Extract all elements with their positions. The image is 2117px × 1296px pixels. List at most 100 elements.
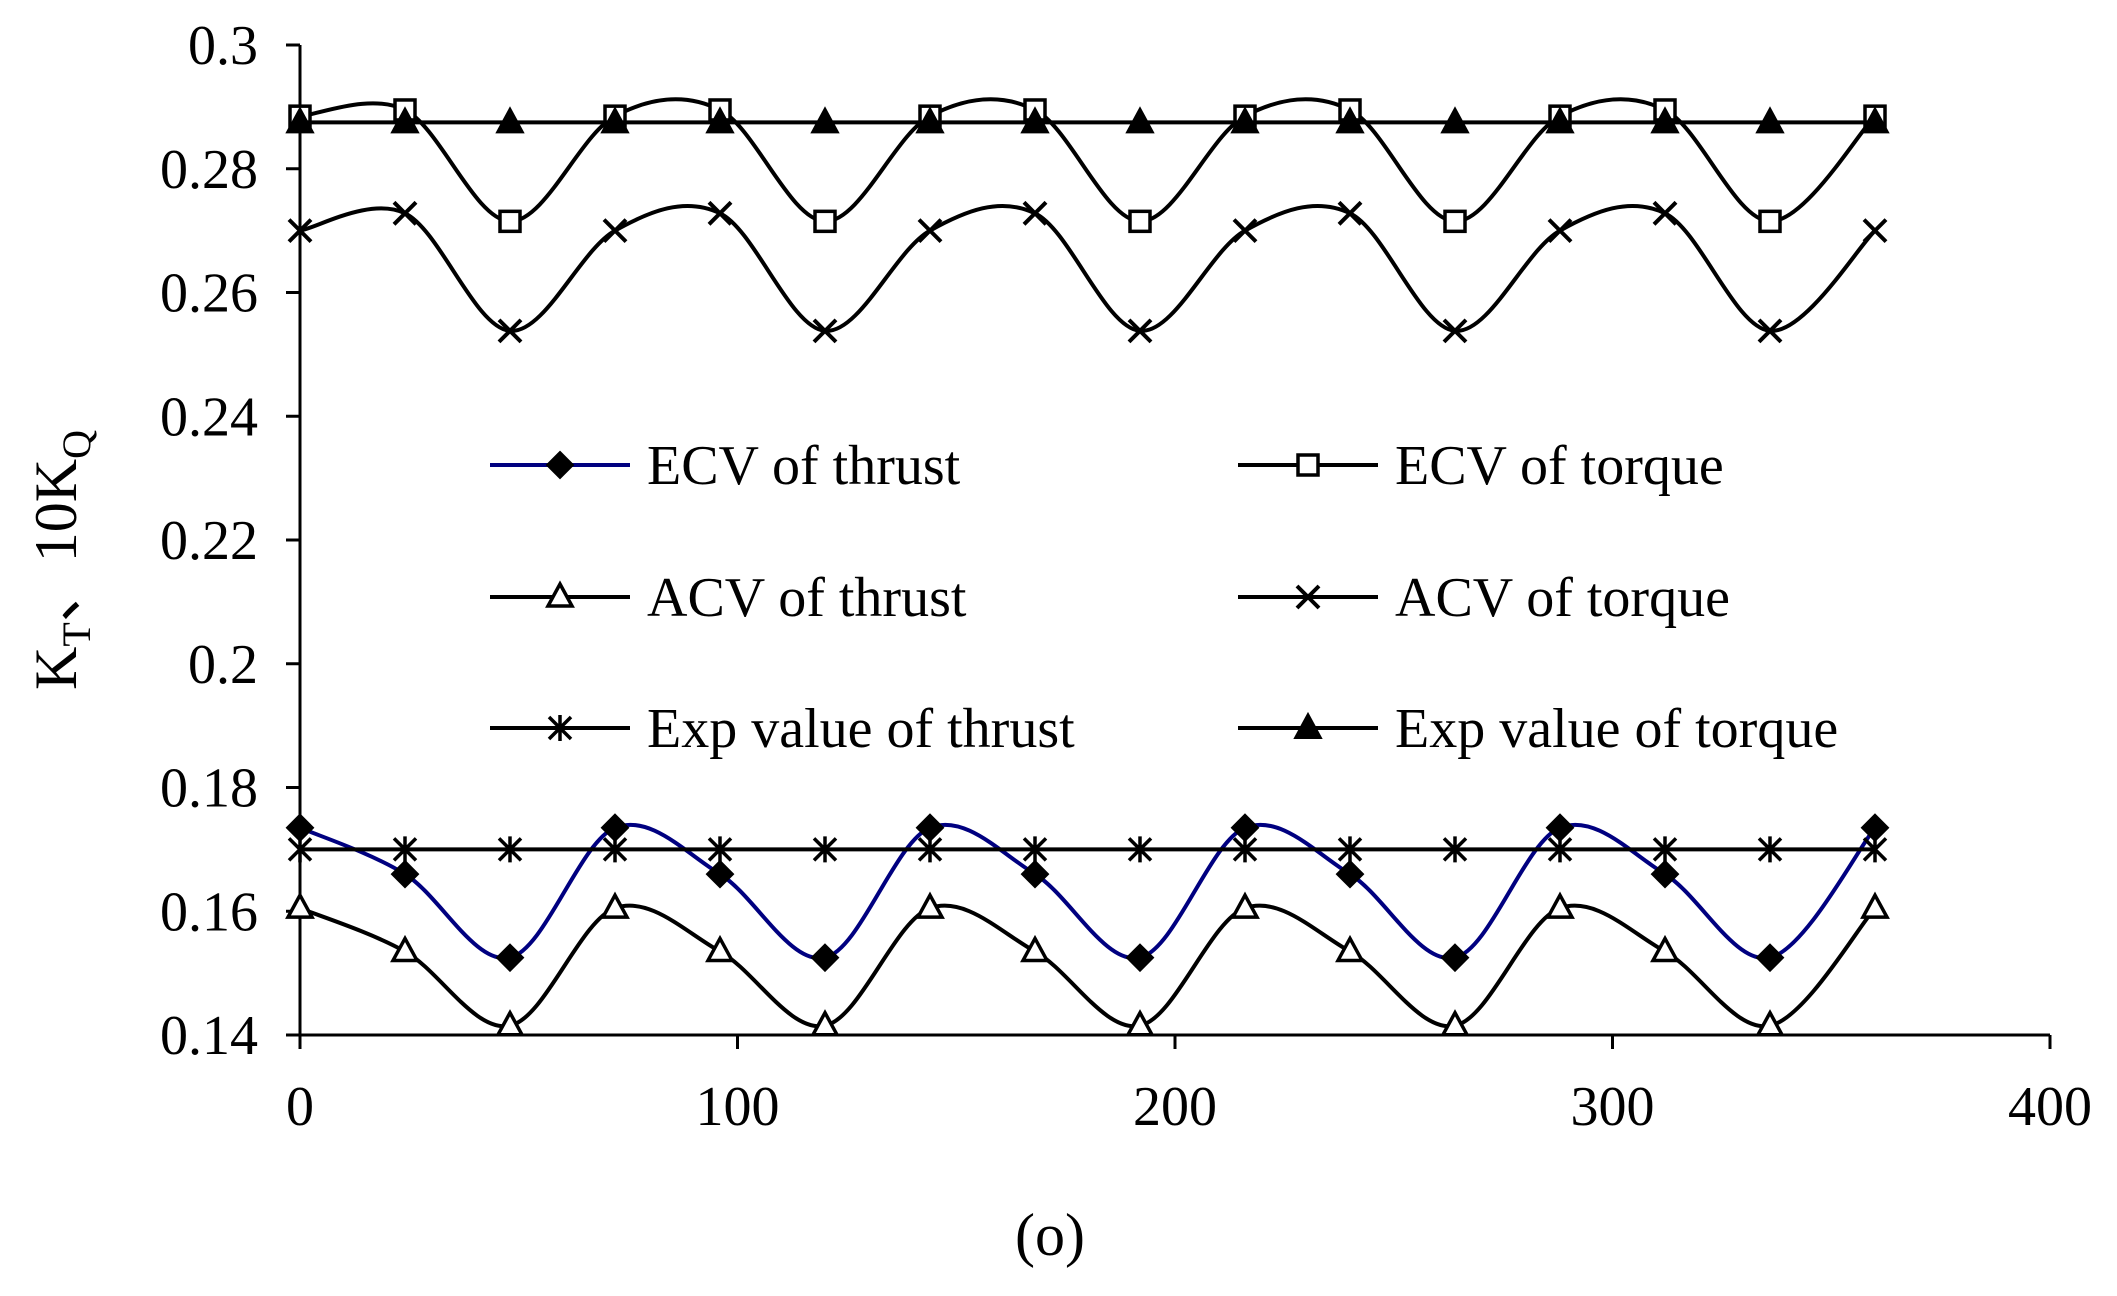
data-point-acv-of-thrust [1335,934,1365,963]
x-ticks: 0 100 200 300 400 [286,1035,2092,1138]
data-point-ecv-of-thrust [1335,859,1365,889]
legend-item-acv-of-thrust: ACV of thrust [490,567,967,629]
data-point-ecv-of-torque [1128,209,1152,234]
data-point-exp-value-of-torque [1860,106,1890,134]
data-point-acv-of-torque [602,218,628,244]
data-point-acv-of-torque [1862,218,1888,244]
series-exp-value-of-torque [285,106,1890,134]
legend-item-acv-of-torque: ACV of torque [1238,567,1730,629]
data-point-acv-of-torque [287,218,313,244]
data-point-ecv-of-torque [1443,209,1467,234]
data-point-exp-value-of-thrust [497,836,523,863]
data-point-exp-value-of-torque [1650,106,1680,134]
data-point-exp-value-of-thrust [1232,836,1258,863]
legend-swatch-marker [545,450,575,480]
y-tick-label: 0.24 [160,386,258,448]
y-axis-title-sep: 、10K [23,459,89,622]
series-acv-of-thrust [285,891,1890,1037]
y-tick-label: 0.14 [160,1005,258,1067]
x-tick-label: 0 [286,1076,314,1138]
y-tick-label: 0.3 [188,15,258,77]
data-point-ecv-of-torque [1758,209,1782,234]
data-point-exp-value-of-torque [390,106,420,134]
data-point-exp-value-of-thrust [1022,836,1048,863]
data-point-ecv-of-thrust [810,943,840,973]
data-point-acv-of-torque [1337,200,1363,226]
legend-item-ecv-of-thrust: ECV of thrust [490,435,961,497]
data-point-acv-of-torque [1757,318,1783,344]
data-point-exp-value-of-torque [600,106,630,134]
data-point-acv-of-thrust [600,891,630,919]
data-point-ecv-of-thrust [495,943,525,973]
data-point-acv-of-thrust [495,1009,525,1037]
x-tick-label: 400 [2008,1076,2092,1138]
data-point-acv-of-torque [1652,200,1678,226]
y-tick-label: 0.16 [160,881,258,943]
data-point-acv-of-torque [917,218,943,244]
data-point-exp-value-of-torque [810,106,840,134]
legend-item-exp-value-of-thrust: Exp value of thrust [490,698,1075,760]
data-point-acv-of-thrust [1650,934,1680,963]
data-point-acv-of-torque [497,318,523,344]
legend-label: ACV of thrust [647,567,967,629]
y-tick-label: 0.2 [188,634,258,696]
data-point-exp-value-of-thrust [812,836,838,863]
data-point-exp-value-of-thrust [1337,836,1363,863]
y-axis-title: KT、10KQ [23,430,99,690]
y-tick-label: 0.28 [160,139,258,201]
legend-swatch-marker [1295,584,1321,610]
data-point-exp-value-of-thrust [1757,836,1783,863]
y-axis-title-sub2: Q [54,430,99,459]
legend-label: Exp value of torque [1395,698,1838,760]
data-point-acv-of-thrust [810,1009,840,1037]
data-point-acv-of-thrust [1860,891,1890,919]
y-tick-label: 0.26 [160,263,258,325]
legend: ECV of thrust ECV of torque ACV of thrust A… [490,435,1838,760]
data-point-exp-value-of-torque [1230,106,1260,134]
legend-swatch-marker [1293,711,1323,739]
y-ticks: 0.14 0.16 0.18 0.2 0.22 0.24 0.26 0.28 0.3 [160,15,300,1067]
data-point-acv-of-thrust [1125,1009,1155,1037]
data-point-acv-of-thrust [1230,891,1260,919]
legend-label: ECV of thrust [647,435,961,497]
data-point-acv-of-thrust [1755,1009,1785,1037]
data-point-exp-value-of-torque [705,106,735,134]
data-point-acv-of-thrust [1440,1009,1470,1037]
x-tick-label: 200 [1133,1076,1217,1138]
data-point-ecv-of-thrust [1125,943,1155,973]
data-point-ecv-of-thrust [705,859,735,889]
data-point-exp-value-of-torque [495,106,525,134]
data-point-acv-of-thrust [1020,934,1050,963]
series-exp-value-of-thrust [287,836,1888,863]
data-point-acv-of-torque [1547,218,1573,244]
series-line-acv-of-torque [299,204,1877,333]
data-point-acv-of-thrust [285,891,315,919]
series-line-acv-of-thrust [299,903,1877,1029]
legend-item-ecv-of-torque: ECV of torque [1238,435,1724,497]
legend-swatch-marker [1296,453,1320,477]
data-point-acv-of-torque [392,200,418,226]
series-acv-of-torque [287,200,1888,344]
data-point-exp-value-of-thrust [1547,836,1573,863]
data-point-exp-value-of-torque [915,106,945,134]
series-ecv-of-torque [288,97,1887,234]
data-point-exp-value-of-thrust [1442,836,1468,863]
data-point-acv-of-torque [1022,200,1048,226]
data-point-ecv-of-thrust [390,859,420,889]
data-point-exp-value-of-torque [1335,106,1365,134]
data-point-ecv-of-torque [813,209,837,234]
y-axis-title-main: K [23,647,89,690]
legend-swatch-marker [545,580,575,608]
data-point-exp-value-of-thrust [392,836,418,863]
data-point-exp-value-of-thrust [1127,836,1153,863]
data-point-exp-value-of-torque [1020,106,1050,134]
series-line-ecv-of-thrust [299,822,1877,961]
data-point-ecv-of-thrust [1650,859,1680,889]
data-point-acv-of-thrust [915,891,945,919]
data-point-exp-value-of-torque [1755,106,1785,134]
data-point-acv-of-thrust [390,934,420,963]
data-point-acv-of-torque [1442,318,1468,344]
y-tick-label: 0.18 [160,758,258,820]
data-point-exp-value-of-thrust [602,836,628,863]
